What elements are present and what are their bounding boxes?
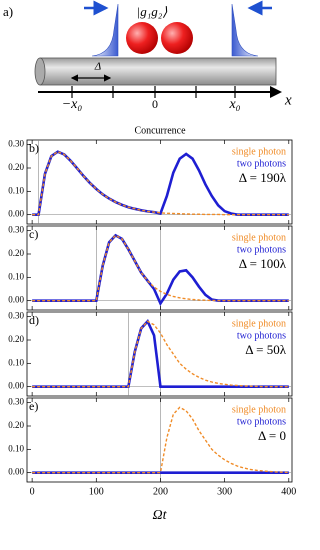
plot-frame — [26, 139, 293, 225]
y-tick-label: 0.20 — [8, 334, 24, 344]
panel-label: a) — [3, 4, 13, 19]
axis-label: x₀ — [228, 97, 240, 112]
panel-label: e) — [29, 399, 38, 413]
pulse — [91, 3, 119, 57]
axis-label: −x₀ — [62, 97, 83, 112]
y-tick-label: 0.10 — [8, 357, 24, 367]
panel-label: d) — [29, 313, 39, 327]
chart-title: Concurrence — [134, 125, 186, 136]
y-tick-label: 0.10 — [8, 271, 24, 281]
x-tick-label: 400 — [281, 486, 296, 497]
panel-label: b) — [29, 141, 39, 155]
waveguide-end — [34, 57, 46, 86]
plot-frame — [26, 397, 293, 483]
annotation: Δ = 50λ — [245, 342, 286, 357]
y-tick-label: 0.30 — [8, 139, 24, 149]
series-line — [32, 150, 289, 216]
legend-label: single photon — [232, 318, 286, 329]
x-tick-label: 300 — [217, 486, 232, 497]
diagram: a) |g₁g₂⟩ Δ −x₀ 0 x₀ x — [3, 0, 292, 112]
y-tick-label: 0.10 — [8, 443, 24, 453]
pulse — [231, 3, 259, 57]
legend-label: two photons — [237, 330, 286, 341]
y-tick-label: 0.00 — [8, 295, 24, 305]
y-tick-label: 0.10 — [8, 185, 24, 195]
legend-label: single photon — [232, 232, 286, 243]
legend-label: two photons — [237, 416, 286, 427]
y-tick-label: 0.00 — [8, 209, 24, 219]
y-tick-label: 0.20 — [8, 248, 24, 258]
axis-label: 0 — [152, 97, 158, 111]
y-tick-label: 0.20 — [8, 420, 24, 430]
delta-label: Δ — [94, 61, 101, 73]
atom — [161, 22, 193, 54]
legend-label: single photon — [232, 146, 286, 157]
legend-label: two photons — [237, 158, 286, 169]
y-tick-label: 0.00 — [8, 381, 24, 391]
y-tick-label: 0.30 — [8, 225, 24, 235]
series-line — [32, 320, 289, 388]
y-tick-label: 0.30 — [8, 397, 24, 407]
x-tick-label: 0 — [30, 486, 35, 497]
annotation: Δ = 100λ — [239, 256, 287, 271]
y-tick-label: 0.30 — [8, 311, 24, 321]
y-tick-label: 0.20 — [8, 162, 24, 172]
x-axis-label: Ωt — [152, 508, 167, 523]
y-tick-label: 0.00 — [8, 467, 24, 477]
legend-label: single photon — [232, 404, 286, 415]
plot-frame — [26, 225, 293, 311]
state-label: |g₁g₂⟩ — [137, 4, 168, 19]
axis-name: x — [284, 92, 292, 108]
plot-frame — [26, 311, 293, 397]
x-tick-label: 100 — [89, 486, 104, 497]
x-tick-label: 200 — [153, 486, 168, 497]
series-line — [32, 406, 289, 474]
atom — [126, 22, 158, 54]
annotation: Δ = 190λ — [239, 170, 287, 185]
panel-label: c) — [29, 227, 38, 241]
waveguide — [39, 57, 277, 86]
legend-label: two photons — [237, 244, 286, 255]
figure: a) |g₁g₂⟩ Δ −x₀ 0 x₀ x Concurrence 0.00 0… — [3, 0, 296, 523]
annotation: Δ = 0 — [258, 428, 286, 443]
series-line — [32, 234, 289, 302]
